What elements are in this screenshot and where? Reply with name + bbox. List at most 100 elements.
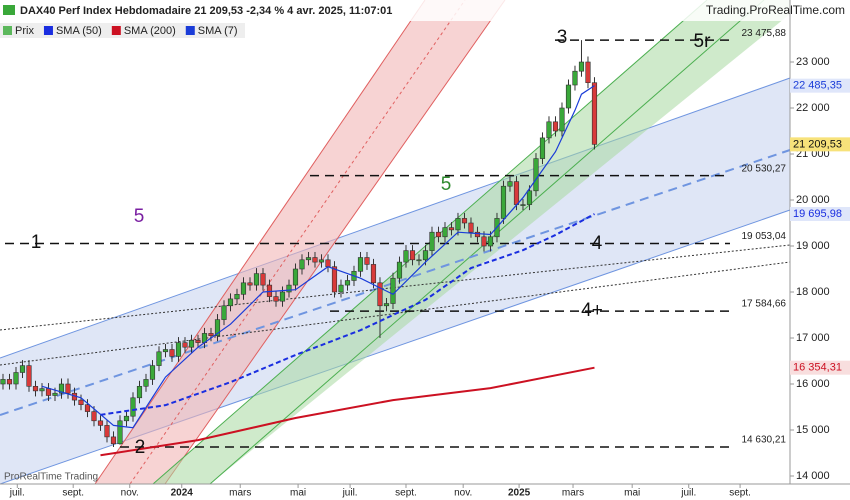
candle-body — [318, 259, 325, 263]
candle-body — [208, 333, 214, 336]
x-tick-label: 2025 — [508, 488, 531, 499]
candle-body — [32, 385, 39, 392]
candle-body — [500, 185, 507, 219]
title-icon — [3, 5, 15, 15]
candle-body — [143, 379, 149, 387]
candle-body — [65, 383, 71, 394]
y-tick-label: 20 000 — [796, 194, 830, 206]
channel-line — [0, 77, 791, 359]
y-tick-label: 23 000 — [796, 56, 830, 68]
candle-body — [279, 291, 286, 302]
channel-line — [209, 0, 765, 485]
sma-line — [100, 366, 595, 457]
candle-body — [149, 365, 156, 380]
x-tick-label: juil. — [9, 488, 25, 499]
candle-body — [136, 385, 143, 399]
candle-body — [383, 303, 390, 307]
candle-body — [448, 227, 455, 231]
x-tick-label: nov. — [454, 488, 472, 499]
candle-body — [26, 365, 32, 387]
candle-body — [227, 298, 234, 307]
candle-body — [325, 259, 331, 268]
candle-body — [104, 425, 110, 438]
candle-body — [6, 379, 13, 385]
candle-body — [156, 351, 162, 366]
trend-line — [0, 261, 791, 366]
candle-body — [260, 273, 266, 286]
x-tick-label: mai — [624, 488, 640, 499]
candle-body — [195, 339, 201, 343]
wave-label: 3 — [557, 27, 568, 48]
y-tick-label: 17 000 — [796, 332, 830, 344]
candle-body — [45, 388, 52, 396]
candle-body — [507, 181, 513, 187]
wave-label: 5 — [441, 174, 452, 195]
red-channel — [95, 0, 505, 484]
candle-body — [390, 277, 396, 304]
candle-body — [364, 257, 370, 265]
candle-body — [175, 342, 182, 357]
candle-body — [305, 257, 312, 261]
legend-label: Prix — [15, 25, 34, 37]
wave-label: 4 — [592, 233, 603, 254]
level-label: 23 475,88 — [742, 28, 787, 39]
candle-body — [162, 349, 169, 353]
title-bar — [0, 0, 850, 21]
channel-line — [164, 0, 506, 485]
legend-label: SMA (50) — [56, 25, 102, 37]
wave-label: 5 — [134, 206, 145, 227]
y-tick-label: 19 000 — [796, 240, 830, 252]
candle-body — [312, 257, 318, 263]
candle-body — [565, 84, 572, 109]
y-tick-label: 16 000 — [796, 378, 830, 390]
x-tick-label: mars — [229, 488, 251, 499]
candle-body — [234, 294, 240, 300]
x-tick-label: mai — [290, 488, 306, 499]
candle-body — [39, 388, 45, 392]
level-label: 20 530,27 — [742, 163, 787, 174]
channel-line — [94, 0, 426, 485]
candle-body — [188, 339, 195, 348]
channel-midline — [129, 0, 466, 485]
candle-body — [247, 282, 253, 286]
candle-body — [110, 436, 117, 445]
price-tag — [790, 360, 850, 375]
candle-body — [130, 397, 136, 417]
legend-label: SMA (200) — [124, 25, 176, 37]
source: Trading.ProRealTime.com — [706, 3, 845, 17]
candle-body — [58, 383, 65, 394]
candle-body — [396, 261, 403, 279]
candle-body — [559, 107, 565, 132]
level-label: 19 053,04 — [742, 231, 787, 242]
candle-body — [221, 305, 227, 320]
legend-swatch — [111, 26, 121, 35]
candle-body — [435, 231, 442, 238]
price-tag-label: 16 354,31 — [793, 362, 842, 374]
x-tick-label: juil. — [680, 488, 696, 499]
y-tick-label: 18 000 — [796, 286, 830, 298]
candle-body — [422, 250, 429, 261]
x-tick-label: juil. — [342, 488, 358, 499]
price-tag — [790, 206, 850, 221]
level-label: 17 584,66 — [742, 299, 787, 310]
price-tag — [790, 137, 850, 152]
x-tick-label: nov. — [121, 488, 139, 499]
legend-swatch — [43, 26, 53, 35]
candle-body — [442, 227, 448, 238]
x-tick-label: sept. — [395, 488, 417, 499]
price-tag — [790, 78, 850, 93]
candle-body — [481, 236, 487, 247]
candle-body — [344, 280, 351, 286]
candle-body — [117, 420, 123, 445]
y-tick-label: 15 000 — [796, 424, 830, 436]
wave-label: 4+ — [581, 300, 603, 321]
sma-line — [41, 85, 595, 429]
y-tick-label: 22 000 — [796, 102, 830, 114]
wave-label: 1 — [31, 232, 42, 253]
candle-body — [468, 222, 474, 233]
green-channel — [153, 0, 790, 484]
sma-line — [100, 213, 595, 416]
legend-label: SMA (7) — [198, 25, 238, 37]
candle-body — [403, 250, 409, 263]
